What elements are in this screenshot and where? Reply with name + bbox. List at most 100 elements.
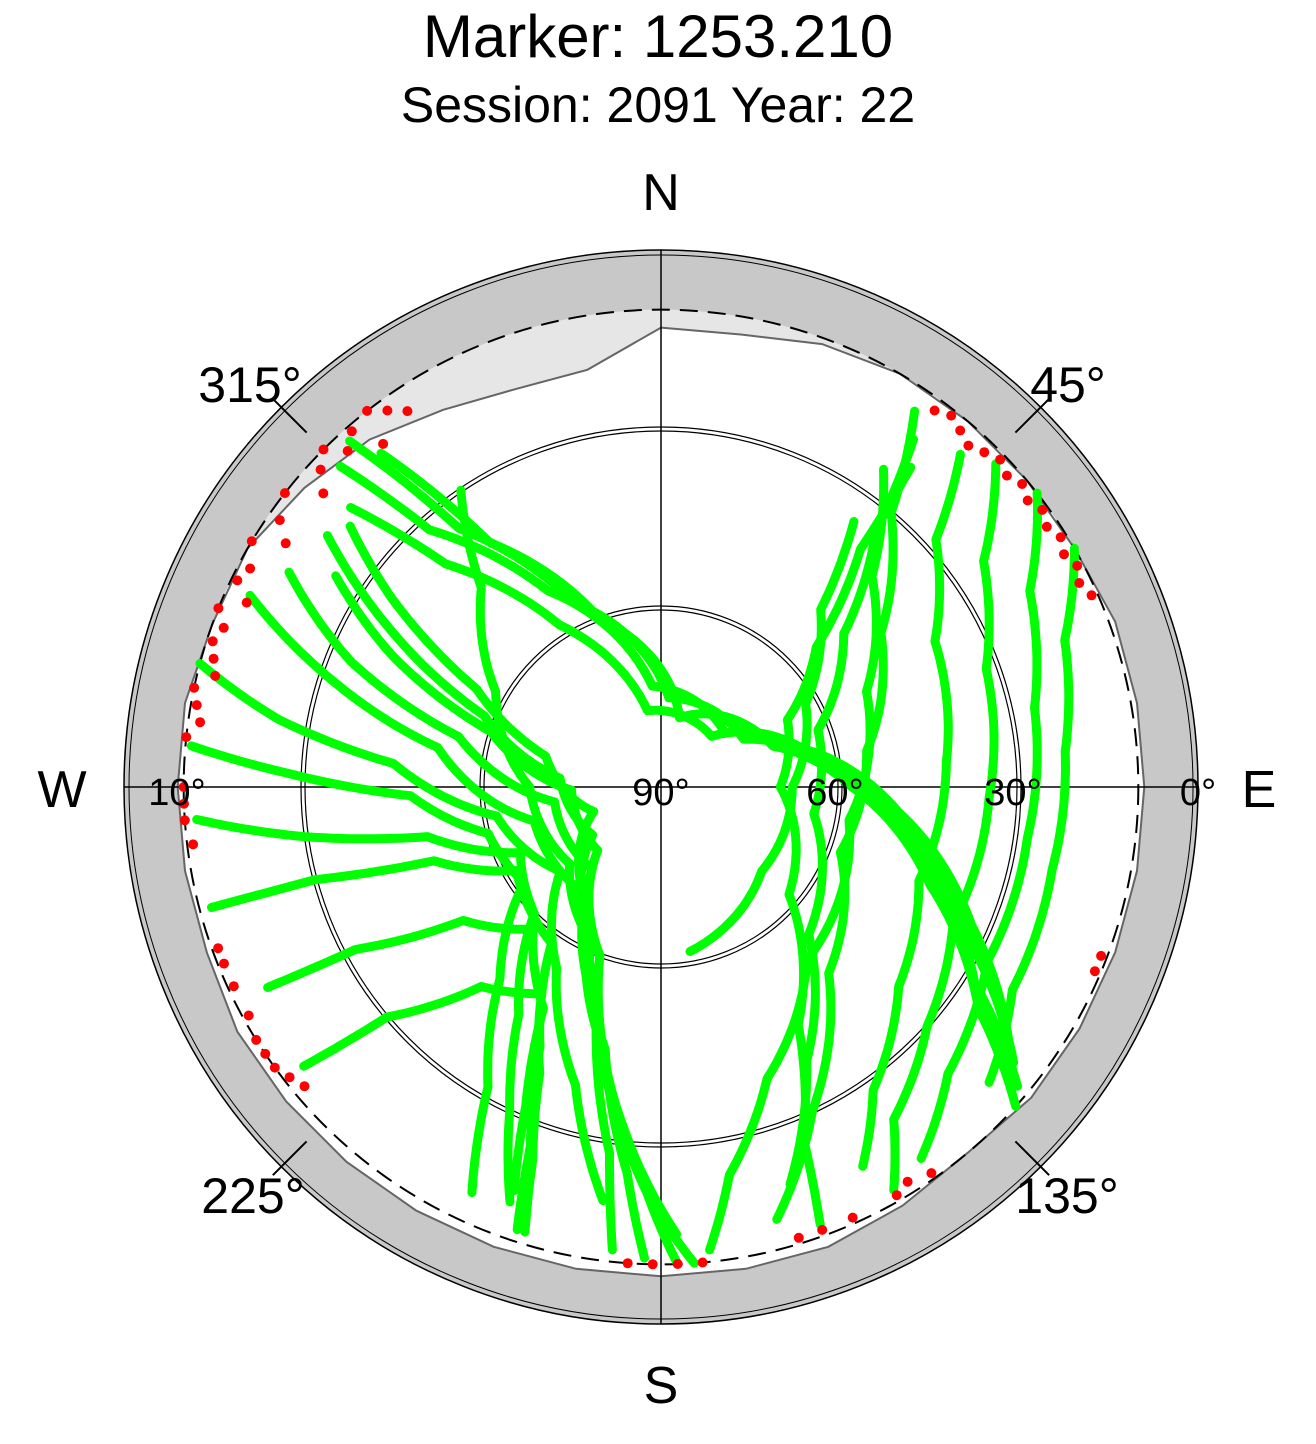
track-13	[263, 916, 548, 1196]
track-19	[889, 459, 1001, 1195]
azimuth-label-225: 225°	[201, 1168, 304, 1224]
low-elevation-point-41	[622, 1258, 633, 1269]
track-4	[345, 521, 617, 1255]
low-elevation-point-0	[362, 405, 373, 416]
low-elevation-point-54	[979, 447, 990, 458]
low-elevation-point-12	[246, 536, 257, 547]
track-21	[984, 543, 1079, 1087]
elevation-label-30: 30°	[984, 772, 1041, 814]
low-elevation-point-49	[1089, 966, 1100, 977]
low-elevation-point-20	[210, 670, 221, 681]
track-10	[186, 741, 529, 1198]
low-elevation-point-28	[188, 839, 199, 850]
low-elevation-point-50	[929, 405, 940, 416]
low-elevation-point-47	[926, 1168, 937, 1179]
track-23	[456, 485, 605, 960]
cardinal-e: E	[1242, 761, 1277, 819]
low-elevation-point-5	[342, 446, 353, 456]
track-22	[705, 464, 889, 1255]
track-14	[299, 982, 547, 1237]
low-elevation-point-56	[1001, 470, 1012, 481]
azimuth-tick-135	[1014, 1140, 1050, 1176]
low-elevation-point-46	[902, 1176, 913, 1187]
track-18	[858, 449, 965, 1171]
elevation-label-0: 0°	[1180, 772, 1216, 814]
track-24	[685, 517, 859, 956]
azimuth-label-315: 315°	[198, 357, 301, 413]
low-elevation-point-26	[179, 798, 189, 809]
low-elevation-point-65	[1086, 590, 1097, 601]
low-elevation-point-39	[672, 1259, 683, 1269]
low-elevation-point-59	[1037, 504, 1048, 515]
low-elevation-point-40	[647, 1259, 658, 1270]
cardinal-w: W	[37, 761, 86, 819]
low-elevation-point-38	[697, 1257, 708, 1268]
low-elevation-point-1	[382, 405, 393, 416]
low-elevation-point-31	[228, 981, 239, 992]
cardinal-s: S	[644, 1357, 679, 1415]
low-elevation-point-60	[1041, 521, 1052, 532]
chart-title: Marker: 1253.210	[422, 3, 894, 70]
low-elevation-point-43	[817, 1224, 828, 1235]
low-elevation-point-24	[181, 732, 192, 743]
azimuth-label-135: 135°	[1015, 1168, 1118, 1224]
low-elevation-point-17	[218, 622, 229, 633]
azimuth-label-45: 45°	[1030, 357, 1106, 413]
low-elevation-point-19	[208, 653, 219, 664]
low-elevation-point-7	[315, 464, 326, 475]
low-elevation-point-13	[245, 563, 256, 574]
low-elevation-point-35	[269, 1062, 280, 1073]
low-elevation-point-52	[955, 425, 966, 436]
track-1	[345, 436, 1022, 1091]
track-9	[195, 659, 608, 1206]
low-elevation-point-6	[318, 444, 329, 455]
low-elevation-point-37	[299, 1081, 310, 1092]
low-elevation-point-15	[241, 597, 252, 608]
low-elevation-point-4	[346, 426, 357, 437]
low-elevation-point-45	[891, 1190, 902, 1201]
low-elevation-point-29	[213, 943, 224, 954]
low-elevation-point-22	[191, 700, 202, 711]
low-elevation-point-10	[274, 515, 285, 526]
low-elevation-point-2	[402, 406, 413, 417]
track-3	[346, 503, 1014, 1044]
low-elevation-point-55	[995, 454, 1006, 465]
low-elevation-point-27	[179, 815, 190, 826]
low-elevation-point-21	[189, 682, 200, 693]
low-elevation-point-63	[1072, 560, 1083, 571]
low-elevation-point-42	[793, 1232, 804, 1243]
track-8	[245, 590, 682, 1239]
low-elevation-point-34	[260, 1048, 271, 1059]
low-elevation-point-48	[1096, 950, 1107, 961]
low-elevation-point-32	[243, 1010, 254, 1021]
low-elevation-points	[178, 405, 1107, 1270]
low-elevation-point-57	[1017, 479, 1028, 489]
low-elevation-point-30	[219, 958, 229, 969]
low-elevation-point-58	[1022, 495, 1033, 506]
elevation-label-10: 10°	[148, 772, 205, 814]
low-elevation-point-64	[1074, 578, 1085, 588]
low-elevation-point-11	[280, 538, 291, 549]
azimuth-tick-315	[272, 398, 308, 434]
low-elevation-point-3	[378, 438, 389, 449]
azimuth-tick-45	[1014, 398, 1050, 434]
low-elevation-point-8	[318, 488, 329, 499]
low-elevation-point-18	[207, 636, 218, 647]
low-elevation-point-23	[195, 717, 206, 728]
low-elevation-point-33	[251, 1034, 262, 1045]
low-elevation-point-16	[213, 603, 224, 614]
low-elevation-point-14	[232, 575, 243, 586]
low-elevation-point-51	[946, 410, 957, 421]
low-elevation-point-25	[178, 782, 189, 792]
low-elevation-point-44	[847, 1212, 858, 1223]
low-elevation-point-53	[963, 440, 974, 451]
track-5	[322, 531, 649, 1263]
low-elevation-point-9	[279, 488, 290, 499]
elevation-label-60: 60°	[806, 772, 863, 814]
elevation-label-90: 90°	[632, 772, 689, 814]
chart-subtitle: Session: 2091 Year: 22	[400, 77, 916, 133]
cardinal-n: N	[642, 164, 680, 222]
track-16	[785, 434, 918, 1189]
low-elevation-point-36	[284, 1072, 295, 1083]
